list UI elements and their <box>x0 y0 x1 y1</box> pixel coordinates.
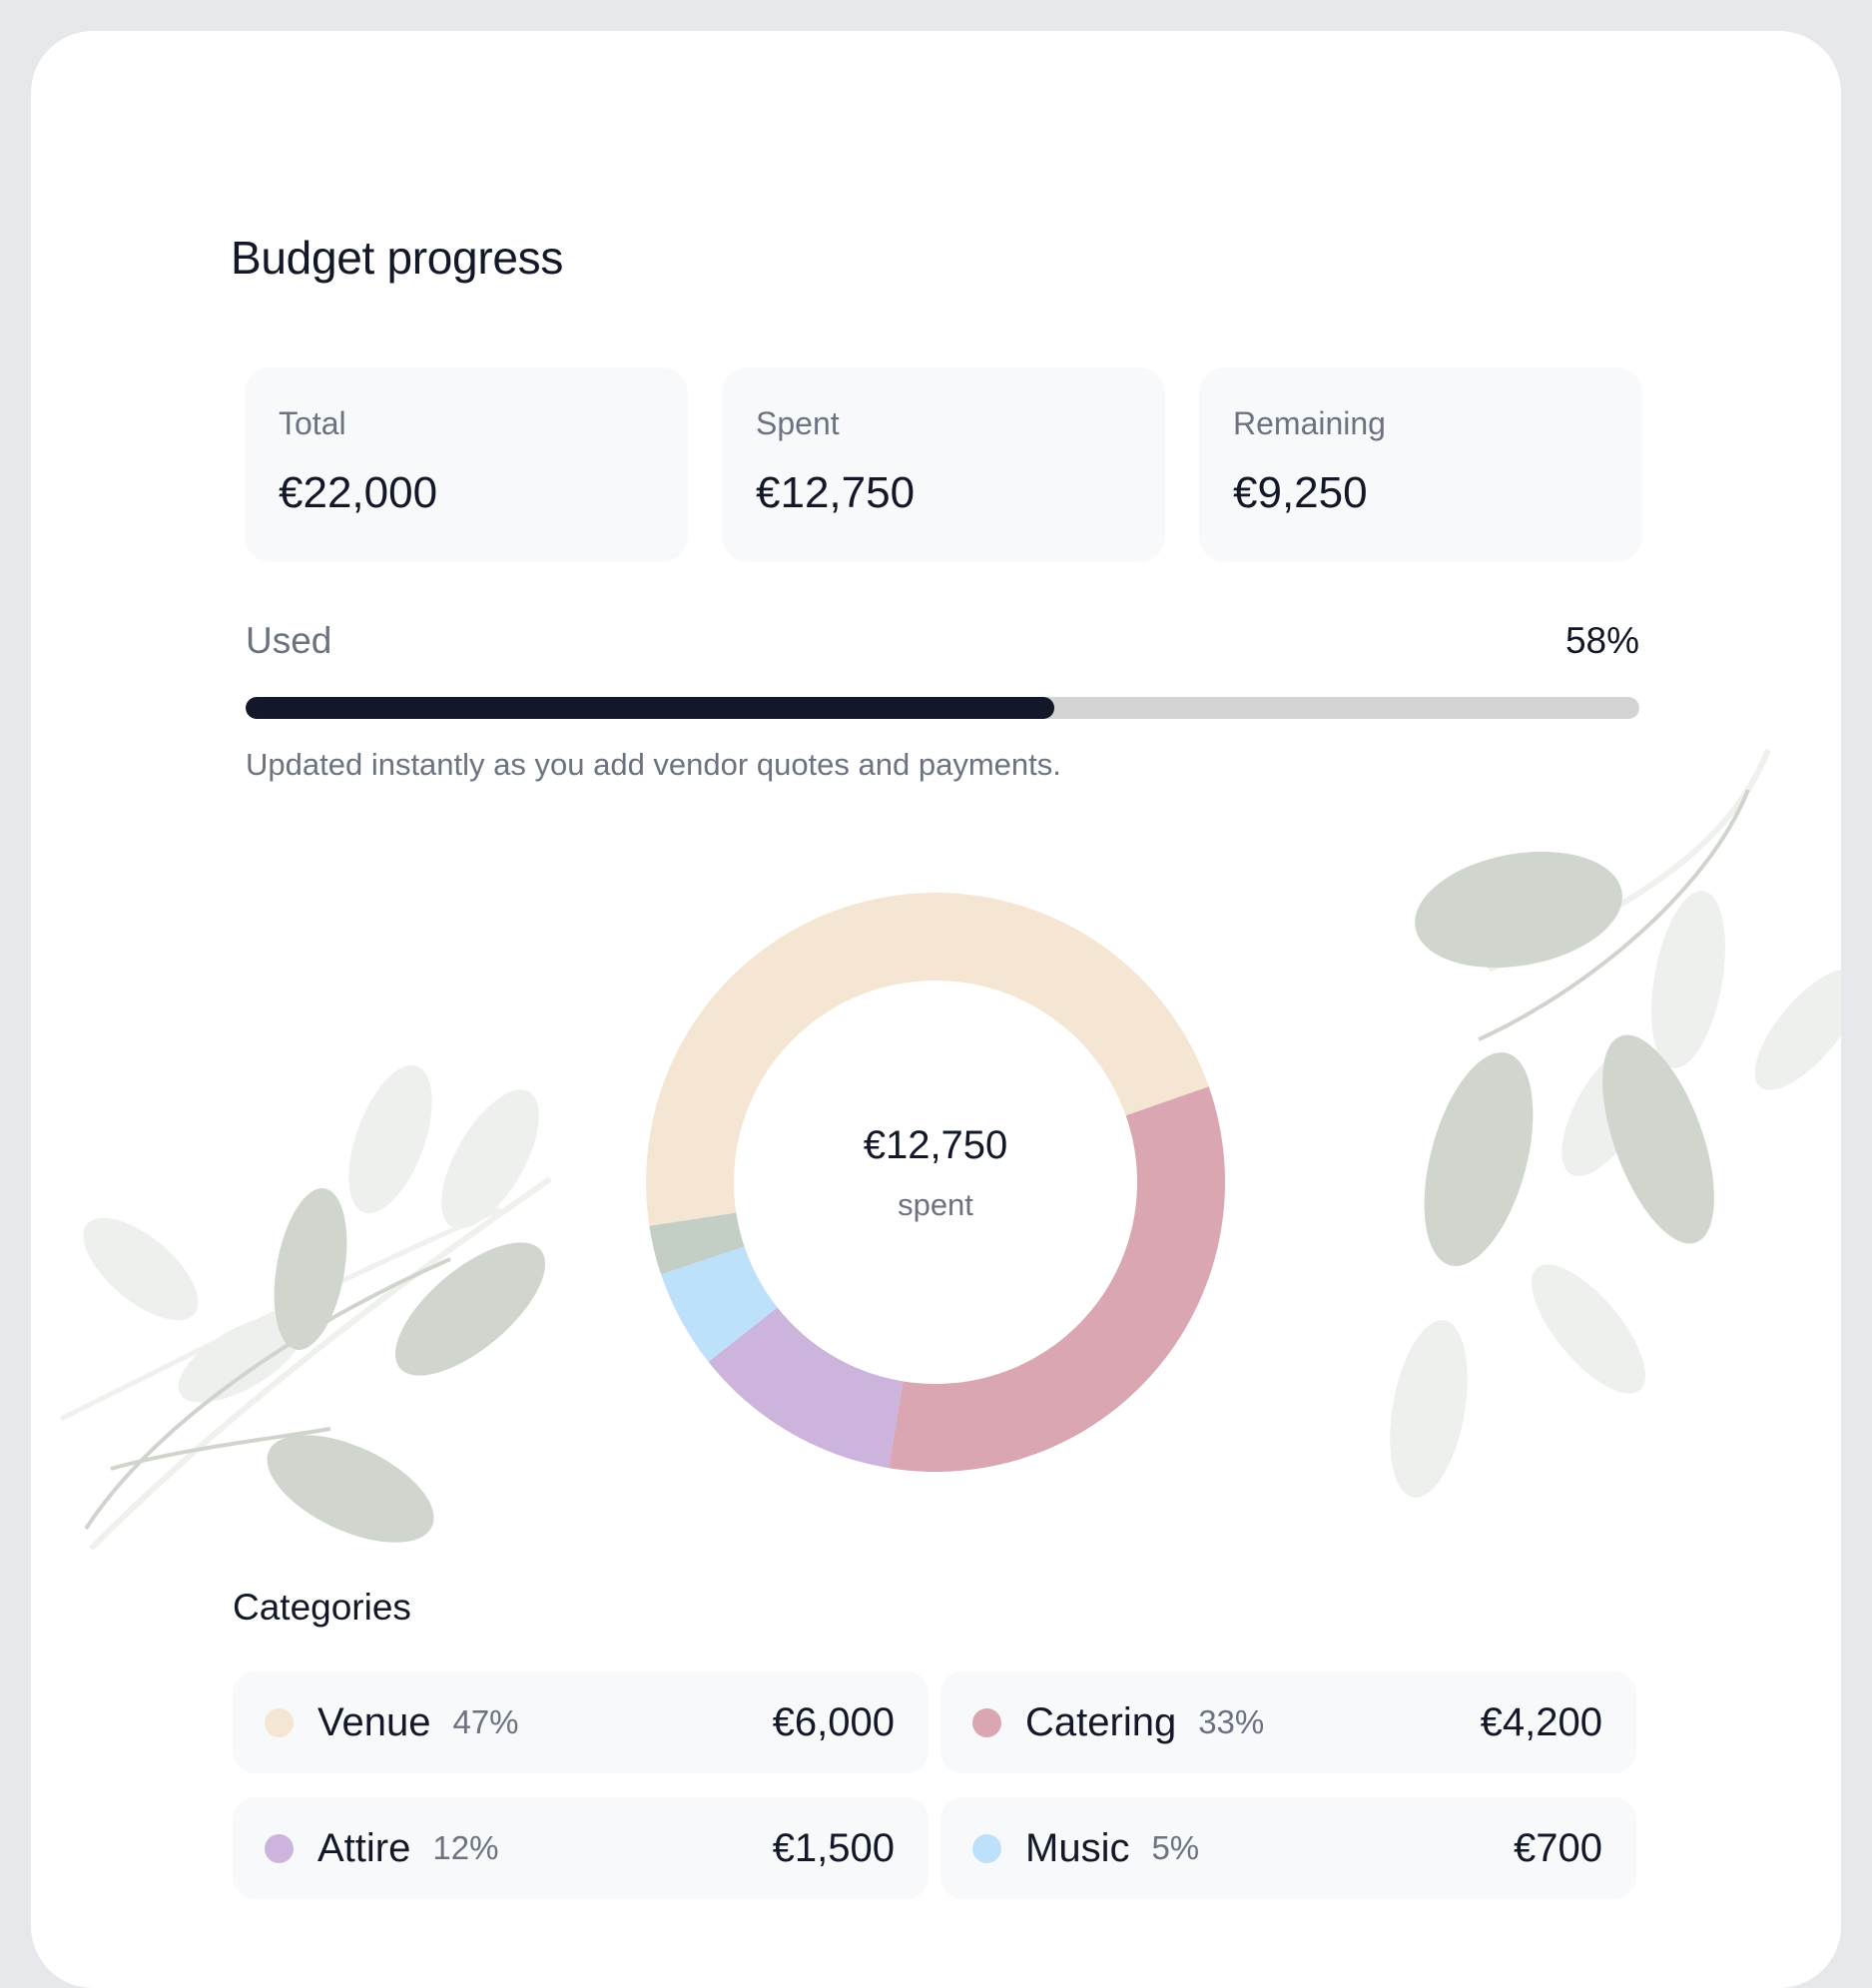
donut-slice-music <box>661 1246 778 1362</box>
donut-chart <box>646 893 1225 1472</box>
category-amount: €4,200 <box>1480 1699 1602 1744</box>
category-color-dot <box>265 1707 294 1737</box>
category-name: Venue <box>317 1699 431 1744</box>
progress-label: Used <box>246 620 332 661</box>
stat-label: Remaining <box>1233 405 1386 441</box>
category-list: Venue 47% €6,000 Catering 33% €4,200 Att… <box>233 1671 1636 1899</box>
donut-slice-venue <box>646 893 1209 1226</box>
stat-label: Spent <box>756 405 840 441</box>
stat-remaining: Remaining €9,250 <box>1199 367 1642 562</box>
stat-spent: Spent €12,750 <box>722 367 1165 562</box>
stat-value: €12,750 <box>756 468 916 517</box>
category-item-attire[interactable]: Attire 12% €1,500 <box>233 1797 929 1899</box>
progress-header: Used 58% <box>246 620 1639 662</box>
stat-value: €22,000 <box>279 468 438 517</box>
category-item-venue[interactable]: Venue 47% €6,000 <box>233 1671 929 1773</box>
donut-center-value: €12,750 <box>863 1123 1008 1167</box>
category-percent: 33% <box>1198 1703 1265 1740</box>
category-color-dot <box>265 1833 294 1863</box>
category-name: Catering <box>1025 1699 1177 1744</box>
category-percent: 12% <box>432 1829 499 1866</box>
donut-center-label: spent <box>898 1187 973 1222</box>
progress-bar-fill <box>246 697 1054 719</box>
donut-slice-attire <box>708 1307 904 1469</box>
category-amount: €700 <box>1514 1825 1602 1870</box>
stat-total: Total €22,000 <box>245 367 688 562</box>
budget-card: Budget progress Total €22,000 Spent €12,… <box>31 31 1841 1988</box>
stat-label: Total <box>279 405 346 441</box>
donut-slice-other <box>649 1212 745 1275</box>
category-item-music[interactable]: Music 5% €700 <box>940 1797 1636 1899</box>
progress-note: Updated instantly as you add vendor quot… <box>246 747 1061 782</box>
category-name: Music <box>1025 1825 1130 1870</box>
category-color-dot <box>972 1833 1001 1863</box>
donut-slice-catering <box>889 1086 1225 1472</box>
category-percent: 47% <box>452 1703 519 1740</box>
category-percent: 5% <box>1151 1829 1200 1866</box>
stat-value: €9,250 <box>1233 468 1368 517</box>
category-color-dot <box>972 1707 1001 1737</box>
category-amount: €6,000 <box>772 1699 895 1744</box>
category-item-catering[interactable]: Catering 33% €4,200 <box>940 1671 1636 1773</box>
category-amount: €1,500 <box>772 1825 895 1870</box>
stat-cards: Total €22,000 Spent €12,750 Remaining €9… <box>245 367 1642 562</box>
progress-percent: 58% <box>1564 620 1639 661</box>
category-name: Attire <box>317 1825 411 1870</box>
progress-bar <box>246 697 1639 719</box>
categories-title: Categories <box>233 1587 411 1628</box>
page-title: Budget progress <box>231 232 564 284</box>
